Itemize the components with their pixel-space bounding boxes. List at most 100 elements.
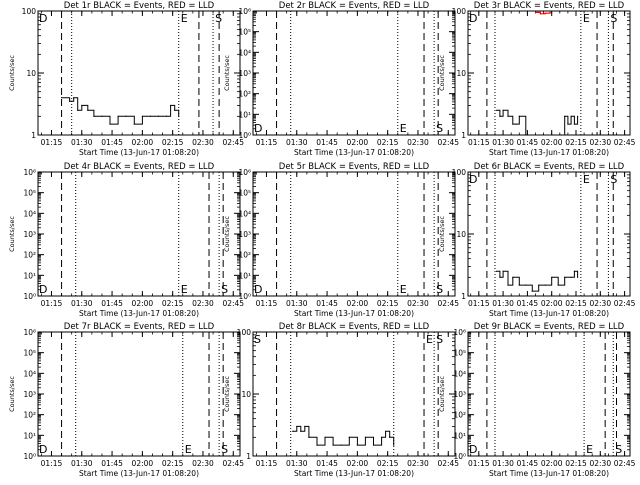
series-point: [77, 109, 79, 111]
x-tick-label: 01:30: [286, 299, 308, 308]
series-point: [393, 444, 395, 446]
y-tick-label: 10²: [23, 411, 36, 420]
series-point: [385, 430, 387, 432]
series-point: [81, 104, 83, 107]
panel-4: Det 4r BLACK = Events, RED = LLD 10⁰ 10¹ 10…: [8, 162, 244, 318]
panel-title: Det 9r BLACK = Events, RED = LLD: [474, 322, 625, 332]
x-tick-label: 02:00: [132, 138, 154, 147]
x-tick-label: 02:45: [222, 138, 244, 147]
series-point: [170, 104, 172, 107]
y-axis-label: Counts/sec: [223, 216, 231, 252]
panel-1: Det 1r BLACK = Events, RED = LLD 1 10 100 01…: [8, 1, 244, 157]
x-tick-label: 01:15: [256, 459, 278, 468]
x-tick-label: 01:15: [41, 138, 63, 147]
y-tick-label: 1: [246, 452, 251, 461]
x-axis-label: Start Time (13-Jun-17 01:08:20): [79, 469, 199, 478]
series-point: [518, 284, 520, 286]
marker-letter: S: [221, 443, 228, 456]
series-point: [496, 270, 498, 272]
marker-letter: S: [615, 443, 622, 456]
x-axis-label: Start Time (13-Jun-17 01:08:20): [489, 469, 609, 478]
series-point: [573, 270, 575, 272]
marker-letter: D: [39, 12, 47, 25]
series-point: [389, 436, 391, 438]
y-tick-label: 10: [26, 69, 36, 78]
series-point: [539, 13, 541, 15]
y-tick-label: 10¹: [23, 431, 36, 440]
x-tick-label: 02:15: [377, 299, 399, 308]
y-tick-label: 10⁶: [23, 328, 36, 337]
y-axis-label: Counts/sec: [8, 376, 16, 412]
series-point: [133, 123, 135, 125]
panel-2: Det 2r BLACK = Events, RED = LLD 10⁰ 10¹ 10…: [223, 1, 459, 157]
plot-frame: [37, 331, 241, 457]
y-tick-label: 100: [452, 168, 467, 177]
x-tick-label: 02:30: [589, 459, 611, 468]
y-tick-label: 10⁰: [238, 292, 251, 301]
y-axis-label: Counts/sec: [8, 216, 16, 252]
series-point: [512, 276, 514, 278]
y-tick-label: 100: [452, 7, 467, 16]
series-point: [525, 134, 527, 136]
marker-letter: S: [215, 12, 222, 25]
x-tick-label: 01:30: [492, 459, 514, 468]
x-axis-label: Start Time (13-Jun-17 01:08:20): [294, 469, 414, 478]
y-tick-label: 10⁵: [238, 189, 251, 198]
x-axis-label: Start Time (13-Jun-17 01:08:20): [79, 309, 199, 318]
y-axis-label: Counts/sec: [223, 55, 231, 91]
y-tick-label: 10³: [23, 390, 36, 399]
y-tick-label: 10⁰: [453, 452, 466, 461]
x-tick-label: 02:45: [614, 299, 636, 308]
y-tick-label: 10³: [453, 390, 466, 399]
marker-letter: D: [39, 443, 47, 456]
series-point: [577, 115, 579, 117]
x-tick-label: 02:45: [222, 299, 244, 308]
x-tick-label: 01:30: [286, 138, 308, 147]
y-tick-label: 10⁵: [453, 349, 466, 358]
x-tick-label: 02:00: [541, 138, 563, 147]
marker-letter: E: [181, 283, 188, 296]
y-tick-label: 10⁵: [238, 28, 251, 37]
x-tick-label: 02:15: [162, 459, 184, 468]
y-tick-label: 10³: [23, 230, 36, 239]
y-tick-label: 10⁰: [23, 452, 36, 461]
series-point: [308, 436, 310, 438]
series-point: [348, 436, 350, 438]
y-tick-label: 1: [461, 292, 466, 301]
series-point: [364, 436, 367, 438]
x-tick-label: 01:45: [316, 459, 338, 468]
x-axis-label: Start Time (13-Jun-17 01:08:20): [489, 148, 609, 157]
marker-letter: E: [426, 333, 433, 346]
marker-letter: S: [436, 333, 443, 346]
marker-letter: D: [469, 12, 477, 25]
x-tick-label: 01:45: [101, 459, 123, 468]
x-tick-label: 01:30: [492, 299, 514, 308]
x-tick-label: 02:45: [614, 459, 636, 468]
plot-frame: [252, 10, 456, 136]
x-tick-label: 01:45: [101, 138, 123, 147]
x-tick-label: 01:15: [468, 459, 490, 468]
x-tick-label: 02:45: [437, 459, 459, 468]
plot-frame: [252, 171, 456, 297]
x-tick-label: 02:30: [589, 299, 611, 308]
series-point: [570, 115, 572, 117]
x-tick-label: 02:15: [162, 138, 184, 147]
plot-frame: [467, 331, 631, 457]
series-point: [531, 290, 533, 292]
y-tick-label: 10⁶: [453, 328, 466, 337]
series-point: [340, 444, 342, 446]
x-tick-label: 02:00: [132, 459, 154, 468]
panel-title: Det 7r BLACK = Events, RED = LLD: [64, 322, 215, 332]
series-point: [292, 430, 294, 432]
series-point: [296, 425, 298, 428]
series-point: [525, 284, 527, 286]
x-tick-label: 02:30: [407, 459, 429, 468]
x-tick-label: 02:00: [347, 299, 369, 308]
x-tick-label: 01:45: [517, 459, 539, 468]
series-point: [549, 11, 551, 13]
x-tick-label: 01:15: [256, 138, 278, 147]
series-point: [372, 444, 375, 446]
y-axis-label: Counts/sec: [438, 216, 446, 252]
marker-letter: S: [254, 333, 261, 346]
